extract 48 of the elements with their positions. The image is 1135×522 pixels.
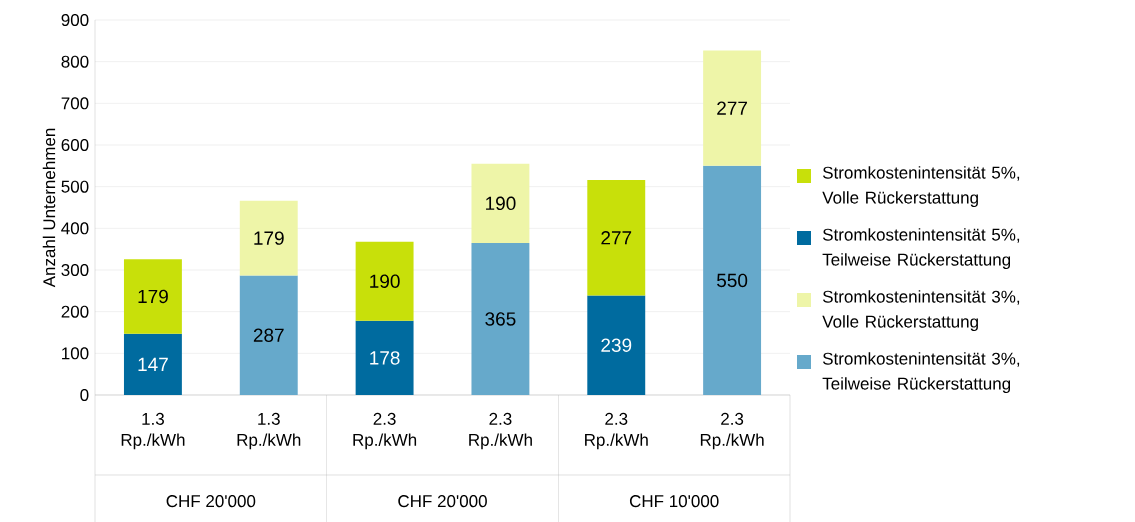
data-label: 179 [254,231,284,245]
data-label: 365 [485,312,516,326]
y-tick-label: 800 [61,55,89,68]
y-tick-label: 900 [61,13,89,26]
bar [587,179,646,296]
data-label: 190 [486,196,516,210]
text: CHF 20'000 [398,495,487,508]
x-tick-label: 2.3 Rp./kWh [469,412,532,450]
bar [703,50,762,166]
x-tick-label: 2.3 Rp./kWh [353,412,417,450]
data-label: 277 [717,101,747,115]
text: CHF 10'000 [629,495,719,508]
data-label: 287 [253,328,284,342]
legend-label: Stromkostenintensität 5%, Teilweise Rückerstattung [822,228,1020,269]
legend-label: Stromkostenintensität 5%, Volle Rückerstattung [822,166,1020,207]
data-label: 147 [138,357,168,371]
data-label: 178 [370,351,400,365]
bar [123,259,182,334]
y-tick-label: 600 [61,138,89,151]
y-tick-label: 0 [80,388,89,401]
legend-label: Stromkostenintensität 3%, Volle Rückerstattung [822,290,1020,331]
data-label: 550 [717,273,748,288]
bar [355,241,414,321]
y-tick-label: 500 [61,180,89,193]
x-tick-label: 2.3 Rp./kWh [700,412,764,450]
data-label: 190 [370,274,400,288]
y-tick-label: 400 [61,222,89,235]
text: CHF 20'000 [166,495,256,508]
bar [123,333,182,395]
bar [239,200,298,276]
y-tick-label: 300 [61,263,89,276]
bar [587,295,646,395]
bar [703,165,762,395]
y-tick-label: 100 [62,347,89,360]
x-tick-label: 1.3 Rp./kWh [237,412,301,450]
y-tick-label: 200 [61,305,89,318]
data-label: 179 [138,289,168,304]
x-tick-label: 2.3 Rp./kWh [585,412,648,450]
data-label: 239 [601,338,632,352]
x-tick-label: 1.3 Rp./kWh [121,412,185,450]
bar [355,320,414,395]
legend-label: Stromkostenintensität 3%, Teilweise Rückerstattung [822,352,1020,393]
bar [239,275,298,395]
bar [471,242,530,395]
y-axis-title: Anzahl Unternehmen [42,128,56,288]
bar [471,163,530,243]
data-label: 277 [601,230,632,245]
y-tick-label: 700 [61,97,89,110]
